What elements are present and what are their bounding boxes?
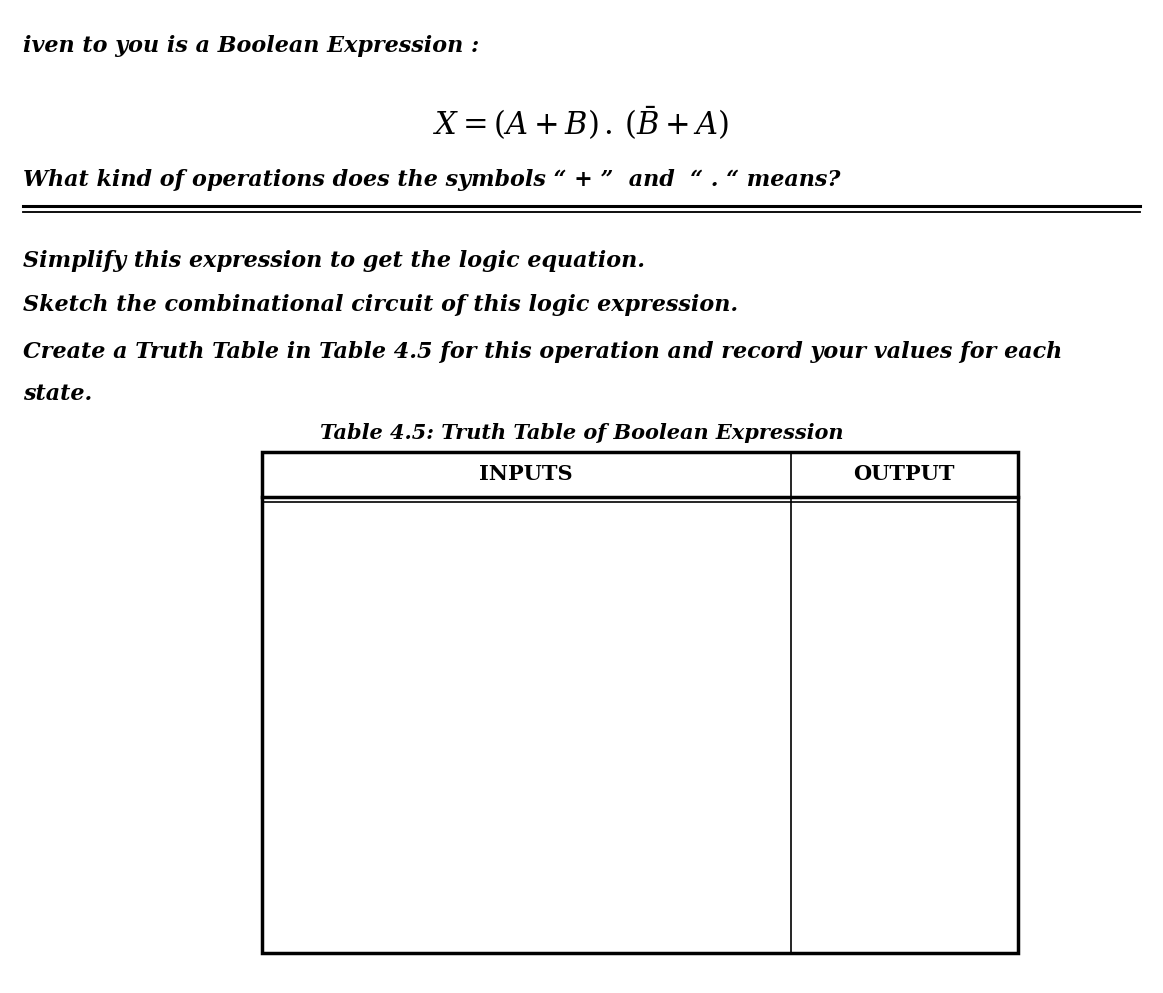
Text: What kind of operations does the symbols “ + ”  and  “ . “ means?: What kind of operations does the symbols… [23, 169, 841, 191]
Text: Create a Truth Table in Table 4.5 for this operation and record your values for : Create a Truth Table in Table 4.5 for th… [23, 341, 1063, 362]
Bar [262, 452, 1018, 953]
Text: Simplify this expression to get the logic equation.: Simplify this expression to get the logi… [23, 250, 645, 272]
Text: OUTPUT: OUTPUT [854, 464, 955, 485]
Text: $X = (A + B)\,.\,(\bar{B} + A)$: $X = (A + B)\,.\,(\bar{B} + A)$ [434, 104, 729, 142]
Text: Table 4.5: Truth Table of Boolean Expression: Table 4.5: Truth Table of Boolean Expres… [320, 423, 843, 443]
Text: iven to you is a Boolean Expression :: iven to you is a Boolean Expression : [23, 35, 479, 57]
Text: state.: state. [23, 383, 93, 405]
Text: INPUTS: INPUTS [479, 464, 573, 485]
Text: Sketch the combinational circuit of this logic expression.: Sketch the combinational circuit of this… [23, 294, 739, 316]
